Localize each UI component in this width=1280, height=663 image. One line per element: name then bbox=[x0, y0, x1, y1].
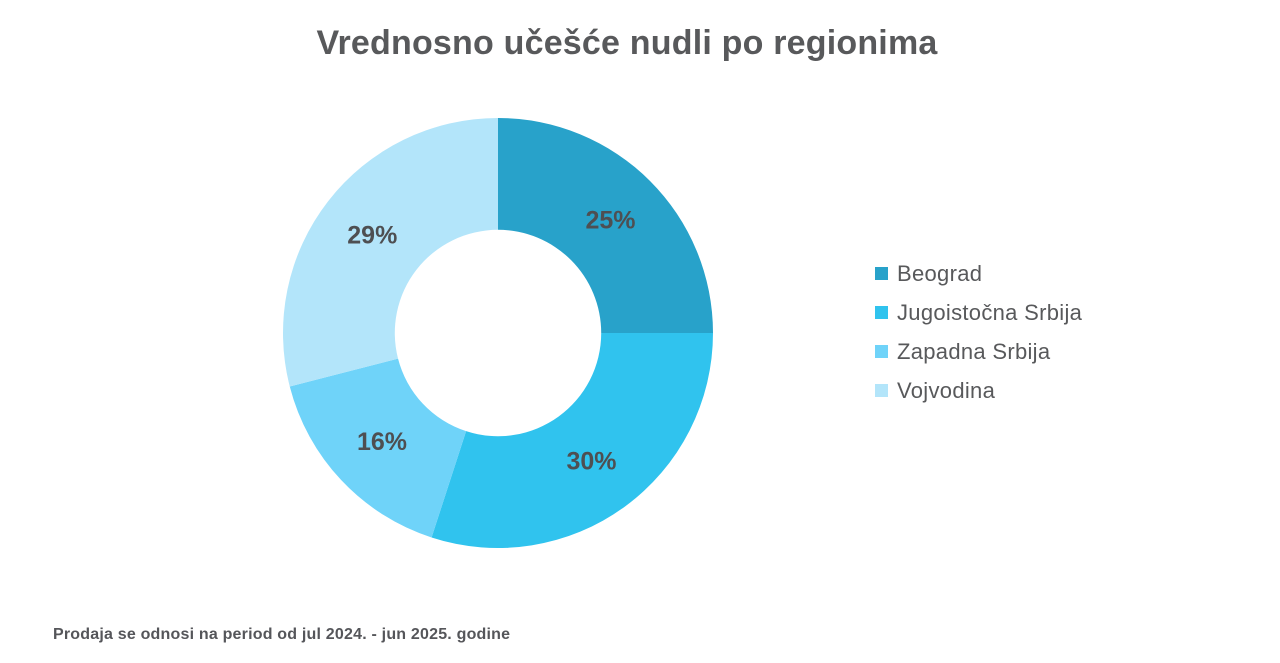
footnote: Prodaja se odnosi na period od jul 2024.… bbox=[53, 626, 511, 643]
legend-label: Beograd bbox=[897, 260, 983, 286]
donut-slice-beograd bbox=[498, 118, 713, 333]
legend-label: Vojvodina bbox=[897, 377, 996, 403]
donut-slice-zapadna-srbija bbox=[289, 358, 467, 538]
donut-slice-jugoistocna-srbija bbox=[431, 333, 713, 548]
legend: Beograd Jugoistočna Srbija Zapadna Srbija V… bbox=[875, 254, 1082, 410]
legend-marker-icon bbox=[875, 267, 888, 280]
slice-label-jugoistocna-srbija: 30% bbox=[566, 448, 616, 476]
donut-slice-vojvodina bbox=[283, 118, 498, 387]
chart-title: Vrednosno učešće nudli po regionima bbox=[316, 24, 938, 62]
legend-marker-icon bbox=[875, 345, 888, 358]
slice-label-beograd: 25% bbox=[585, 207, 635, 235]
slice-label-vojvodina: 29% bbox=[347, 222, 397, 250]
donut-chart: 25% 30% 16% 29% bbox=[283, 118, 713, 548]
slice-label-zapadna-srbija: 16% bbox=[357, 428, 407, 456]
legend-label: Zapadna Srbija bbox=[897, 338, 1051, 364]
legend-item-jugoistocna-srbija: Jugoistočna Srbija bbox=[875, 293, 1082, 332]
legend-item-vojvodina: Vojvodina bbox=[875, 371, 1082, 410]
legend-label: Jugoistočna Srbija bbox=[897, 299, 1083, 325]
legend-marker-icon bbox=[875, 384, 888, 397]
legend-marker-icon bbox=[875, 306, 888, 319]
legend-item-zapadna-srbija: Zapadna Srbija bbox=[875, 332, 1082, 371]
legend-item-beograd: Beograd bbox=[875, 254, 1082, 293]
